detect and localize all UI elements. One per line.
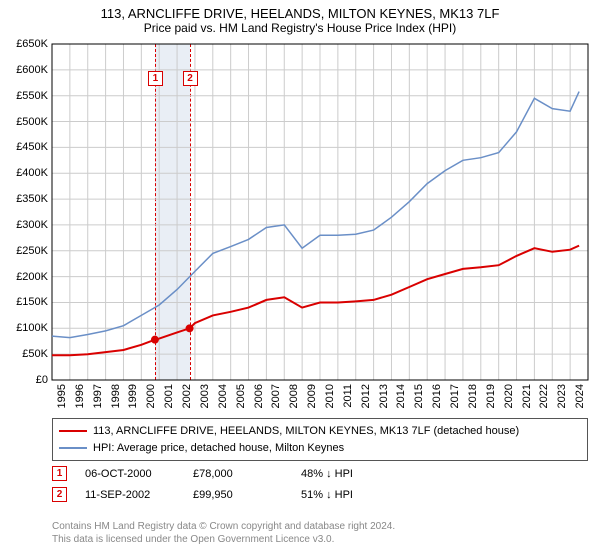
y-tick-label: £50K	[0, 348, 48, 360]
x-tick-label: 2001	[163, 384, 175, 408]
y-tick-label: £250K	[0, 245, 48, 257]
sales-row: 2 11-SEP-2002 £99,950 51% ↓ HPI	[52, 487, 353, 502]
sale-price: £99,950	[193, 489, 283, 501]
x-tick-label: 2019	[485, 384, 497, 408]
y-tick-label: £300K	[0, 219, 48, 231]
x-tick-label: 2012	[360, 384, 372, 408]
chart-subtitle: Price paid vs. HM Land Registry's House …	[0, 21, 600, 39]
y-tick-label: £150K	[0, 296, 48, 308]
x-tick-label: 2009	[306, 384, 318, 408]
series-lines	[52, 44, 588, 380]
x-tick-label: 2011	[342, 384, 354, 408]
sales-row: 1 06-OCT-2000 £78,000 48% ↓ HPI	[52, 466, 353, 481]
legend-label: HPI: Average price, detached house, Milt…	[93, 440, 344, 457]
x-tick-label: 2000	[145, 384, 157, 408]
legend-item: HPI: Average price, detached house, Milt…	[59, 440, 581, 457]
y-tick-label: £450K	[0, 141, 48, 153]
x-tick-label: 2010	[324, 384, 336, 408]
chart-title: 113, ARNCLIFFE DRIVE, HEELANDS, MILTON K…	[0, 0, 600, 21]
x-tick-label: 2007	[270, 384, 282, 408]
plot-area: 12	[52, 44, 588, 380]
sale-marker-icon: 2	[52, 487, 67, 502]
credit-text: Contains HM Land Registry data © Crown c…	[52, 520, 395, 546]
x-tick-label: 2003	[199, 384, 211, 408]
x-tick-label: 2023	[556, 384, 568, 408]
x-tick-label: 1998	[110, 384, 122, 408]
y-tick-label: £500K	[0, 116, 48, 128]
x-tick-label: 2005	[235, 384, 247, 408]
credit-line: This data is licensed under the Open Gov…	[52, 533, 395, 546]
x-tick-label: 1996	[74, 384, 86, 408]
sale-marker-icon: 1	[148, 71, 163, 86]
chart-container: 113, ARNCLIFFE DRIVE, HEELANDS, MILTON K…	[0, 0, 600, 560]
sales-table: 1 06-OCT-2000 £78,000 48% ↓ HPI 2 11-SEP…	[52, 466, 353, 508]
y-tick-label: £600K	[0, 64, 48, 76]
x-tick-label: 2021	[521, 384, 533, 408]
x-tick-label: 2004	[217, 384, 229, 408]
y-tick-label: £400K	[0, 167, 48, 179]
y-tick-label: £100K	[0, 322, 48, 334]
sale-marker-icon: 1	[52, 466, 67, 481]
sale-vs-hpi: 51% ↓ HPI	[301, 489, 353, 501]
legend-item: 113, ARNCLIFFE DRIVE, HEELANDS, MILTON K…	[59, 423, 581, 440]
y-tick-label: £550K	[0, 90, 48, 102]
x-tick-label: 2018	[467, 384, 479, 408]
x-tick-label: 1995	[56, 384, 68, 408]
legend-swatch	[59, 447, 87, 449]
sale-price: £78,000	[193, 468, 283, 480]
x-tick-label: 2020	[503, 384, 515, 408]
x-tick-label: 2014	[395, 384, 407, 408]
x-tick-label: 2024	[574, 384, 586, 408]
sale-date: 11-SEP-2002	[85, 489, 175, 501]
x-tick-label: 2013	[378, 384, 390, 408]
y-tick-label: £350K	[0, 193, 48, 205]
x-tick-label: 2022	[538, 384, 550, 408]
x-tick-label: 1997	[92, 384, 104, 408]
x-tick-label: 2017	[449, 384, 461, 408]
credit-line: Contains HM Land Registry data © Crown c…	[52, 520, 395, 533]
x-tick-label: 1999	[127, 384, 139, 408]
sale-marker-icon: 2	[183, 71, 198, 86]
y-tick-label: £200K	[0, 271, 48, 283]
legend-swatch	[59, 430, 87, 432]
x-tick-label: 2008	[288, 384, 300, 408]
sale-vs-hpi: 48% ↓ HPI	[301, 468, 353, 480]
x-tick-label: 2002	[181, 384, 193, 408]
x-tick-label: 2006	[253, 384, 265, 408]
x-tick-label: 2016	[431, 384, 443, 408]
y-tick-label: £650K	[0, 38, 48, 50]
legend-label: 113, ARNCLIFFE DRIVE, HEELANDS, MILTON K…	[93, 423, 519, 440]
sale-date: 06-OCT-2000	[85, 468, 175, 480]
y-tick-label: £0	[0, 374, 48, 386]
legend: 113, ARNCLIFFE DRIVE, HEELANDS, MILTON K…	[52, 418, 588, 461]
x-tick-label: 2015	[413, 384, 425, 408]
